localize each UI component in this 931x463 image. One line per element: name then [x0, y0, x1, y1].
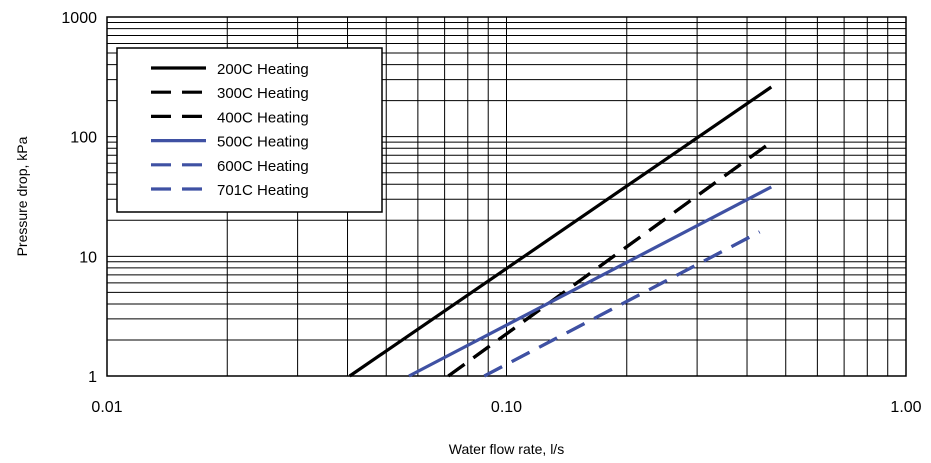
legend-box	[116, 47, 383, 213]
legend-label-1: 200C Heating	[217, 61, 309, 78]
legend-label-5: 600C Heating	[217, 158, 309, 175]
plot-frame	[106, 16, 907, 377]
legend-label-3: 400C Heating	[217, 109, 309, 126]
series-line-3	[447, 140, 773, 378]
legend-label-4: 500C Heating	[217, 134, 309, 151]
grid	[107, 17, 906, 376]
legend-label-2: 300C Heating	[217, 85, 309, 102]
x-axis-title: Water flow rate, l/s	[449, 441, 564, 457]
y-axis-title: Pressure drop, kPa	[14, 136, 30, 256]
series-line-6	[483, 230, 761, 378]
series-lines	[348, 85, 773, 378]
legend: 200C Heating 300C Heating 400C Heating 500C…	[116, 47, 383, 213]
y-tick-label: 1	[88, 369, 97, 386]
legend-label-6: 701C Heating	[217, 182, 309, 199]
x-tick-label: 0.01	[91, 399, 122, 416]
series-line-1	[348, 85, 773, 378]
series-line-4	[408, 185, 773, 378]
y-tick-label: 100	[70, 130, 97, 147]
x-tick-label: 1.00	[890, 399, 921, 416]
y-tick-label: 10	[79, 249, 97, 266]
tick-labels: 0.01 0.10 1.00 1 10 100 1000	[61, 10, 921, 416]
y-tick-label: 1000	[61, 10, 97, 27]
x-tick-label: 0.10	[491, 399, 522, 416]
